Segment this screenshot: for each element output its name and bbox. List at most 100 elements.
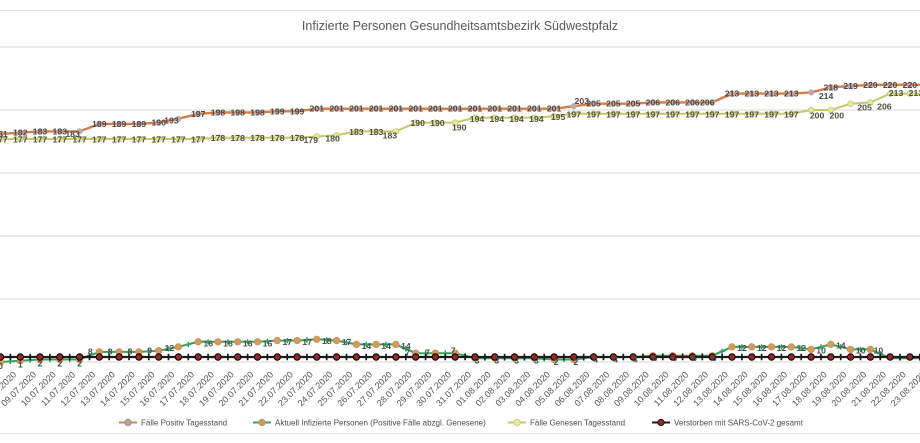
svg-text:Fälle Positiv Tagesstand: Fälle Positiv Tagesstand xyxy=(141,419,227,428)
svg-text:2: 2 xyxy=(38,359,43,369)
svg-text:177: 177 xyxy=(13,135,28,145)
svg-text:201: 201 xyxy=(329,104,344,114)
svg-text:199: 199 xyxy=(270,106,285,116)
svg-text:Aktuell Infizierte Personen (P: Aktuell Infizierte Personen (Positive Fä… xyxy=(275,419,486,428)
svg-text:197: 197 xyxy=(567,109,582,119)
svg-text:190: 190 xyxy=(410,118,425,128)
svg-text:197: 197 xyxy=(646,109,661,119)
svg-text:177: 177 xyxy=(112,135,127,145)
svg-text:220: 220 xyxy=(903,80,918,90)
svg-text:5: 5 xyxy=(652,353,657,363)
svg-text:177: 177 xyxy=(151,135,166,145)
svg-text:17: 17 xyxy=(342,337,352,347)
svg-text:2: 2 xyxy=(554,357,559,367)
svg-text:5: 5 xyxy=(692,353,697,363)
svg-text:197: 197 xyxy=(626,109,641,119)
svg-text:194: 194 xyxy=(490,114,505,124)
svg-text:17: 17 xyxy=(282,337,292,347)
svg-text:206: 206 xyxy=(700,98,715,108)
svg-text:177: 177 xyxy=(92,135,107,145)
svg-text:178: 178 xyxy=(290,133,305,143)
svg-text:183: 183 xyxy=(33,126,48,136)
svg-text:Infizierte Personen Gesundheit: Infizierte Personen Gesundheitsamtsbezir… xyxy=(302,19,618,33)
svg-text:197: 197 xyxy=(685,109,700,119)
svg-text:7: 7 xyxy=(405,348,410,358)
svg-text:178: 178 xyxy=(211,133,226,143)
svg-text:213: 213 xyxy=(764,89,779,99)
svg-text:8: 8 xyxy=(108,347,113,357)
svg-text:190: 190 xyxy=(452,123,467,133)
svg-text:17: 17 xyxy=(302,337,312,347)
svg-text:213: 213 xyxy=(909,88,920,98)
svg-text:183: 183 xyxy=(65,129,80,139)
svg-text:205: 205 xyxy=(626,99,641,109)
svg-text:201: 201 xyxy=(527,104,542,114)
svg-text:12: 12 xyxy=(796,343,806,353)
svg-text:194: 194 xyxy=(529,114,544,124)
svg-text:205: 205 xyxy=(857,103,872,113)
svg-text:4: 4 xyxy=(633,355,638,365)
svg-text:181: 181 xyxy=(0,129,8,139)
svg-text:0: 0 xyxy=(0,361,3,371)
svg-text:10: 10 xyxy=(816,346,826,356)
svg-text:14: 14 xyxy=(836,341,846,351)
svg-text:177: 177 xyxy=(0,135,8,145)
svg-text:Fälle Genesen Tagesstand: Fälle Genesen Tagesstand xyxy=(530,419,625,428)
svg-text:190: 190 xyxy=(151,118,166,128)
svg-text:201: 201 xyxy=(369,104,384,114)
svg-text:7: 7 xyxy=(425,348,430,358)
svg-text:189: 189 xyxy=(132,119,147,129)
svg-text:206: 206 xyxy=(646,97,661,107)
svg-text:200: 200 xyxy=(810,111,825,121)
svg-text:201: 201 xyxy=(507,104,522,114)
svg-text:16: 16 xyxy=(243,338,253,348)
svg-text:178: 178 xyxy=(270,133,285,143)
svg-text:205: 205 xyxy=(606,99,621,109)
svg-text:180: 180 xyxy=(325,134,340,144)
svg-text:14: 14 xyxy=(381,341,391,351)
svg-text:206: 206 xyxy=(665,97,680,107)
svg-text:2: 2 xyxy=(77,359,82,369)
svg-text:10: 10 xyxy=(856,346,866,356)
svg-text:201: 201 xyxy=(448,104,463,114)
svg-text:7: 7 xyxy=(451,346,456,356)
svg-text:193: 193 xyxy=(164,115,179,125)
svg-text:16: 16 xyxy=(203,338,213,348)
svg-text:5: 5 xyxy=(672,353,677,363)
svg-text:182: 182 xyxy=(13,128,28,138)
svg-text:Verstorben mit SARS-CoV-2 gesa: Verstorben mit SARS-CoV-2 gesamt xyxy=(674,419,804,428)
svg-text:205: 205 xyxy=(586,99,601,109)
svg-text:206: 206 xyxy=(685,97,700,107)
svg-text:219: 219 xyxy=(843,81,858,91)
svg-text:8: 8 xyxy=(88,347,93,357)
svg-text:197: 197 xyxy=(586,109,601,119)
svg-text:201: 201 xyxy=(310,104,325,114)
svg-text:200: 200 xyxy=(830,111,845,121)
svg-text:12: 12 xyxy=(777,343,787,353)
svg-text:177: 177 xyxy=(191,135,206,145)
svg-text:1: 1 xyxy=(18,360,23,370)
svg-text:14: 14 xyxy=(401,341,411,351)
svg-text:213: 213 xyxy=(784,89,799,99)
svg-text:3: 3 xyxy=(514,356,519,366)
svg-text:183: 183 xyxy=(349,127,364,137)
svg-text:213: 213 xyxy=(725,89,740,99)
svg-text:3: 3 xyxy=(494,356,499,366)
svg-text:214: 214 xyxy=(819,91,834,101)
svg-text:201: 201 xyxy=(488,104,503,114)
svg-text:16: 16 xyxy=(223,338,233,348)
svg-text:201: 201 xyxy=(408,104,423,114)
svg-text:177: 177 xyxy=(132,135,147,145)
svg-text:198: 198 xyxy=(230,108,245,118)
svg-text:197: 197 xyxy=(745,109,760,119)
svg-text:10: 10 xyxy=(874,346,884,356)
svg-text:197: 197 xyxy=(606,109,621,119)
svg-text:201: 201 xyxy=(428,104,443,114)
svg-text:2: 2 xyxy=(573,357,578,367)
svg-text:220: 220 xyxy=(883,80,898,90)
svg-text:201: 201 xyxy=(349,104,364,114)
svg-text:189: 189 xyxy=(112,119,127,129)
svg-text:179: 179 xyxy=(304,135,319,145)
svg-text:18: 18 xyxy=(322,336,332,346)
svg-text:16: 16 xyxy=(263,338,273,348)
